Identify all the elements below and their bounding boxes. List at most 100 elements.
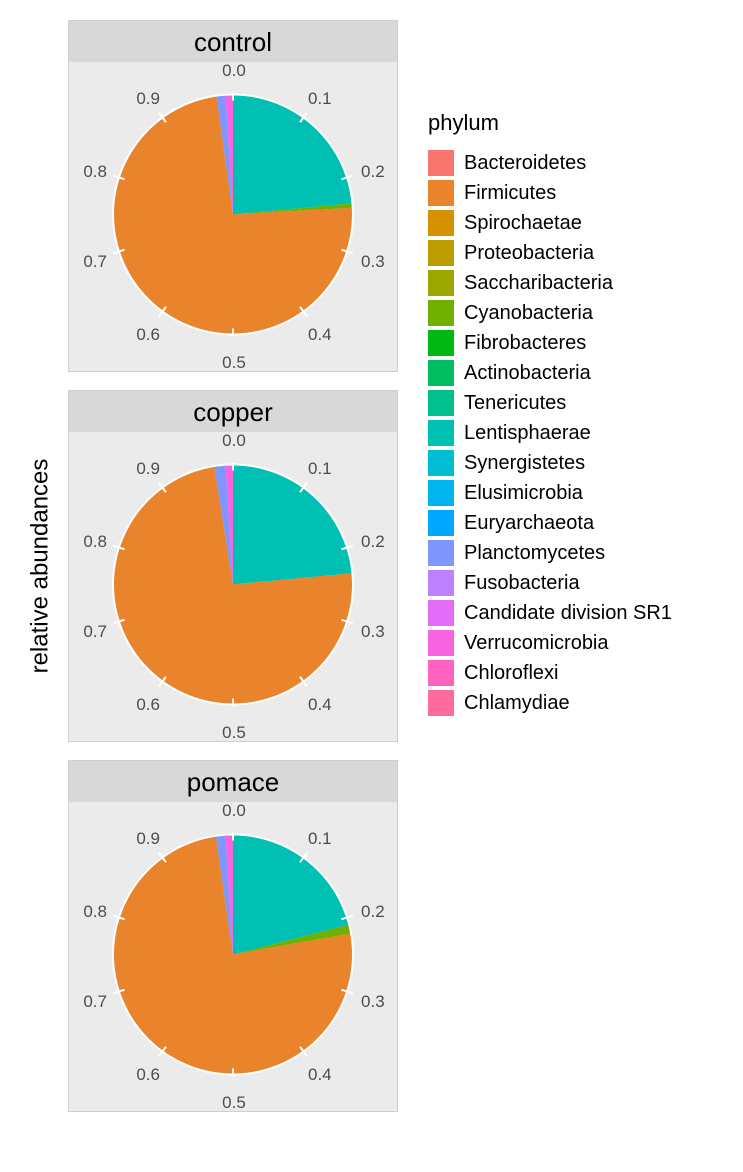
legend-label: Chlamydiae [464, 692, 570, 715]
tick-label: 0.2 [361, 532, 385, 552]
panel: pomace0.00.10.20.30.40.50.60.70.80.9 [68, 760, 398, 1112]
legend-label: Euryarchaeota [464, 512, 594, 535]
legend-label: Fusobacteria [464, 572, 580, 595]
legend-item: Bacteroidetes [428, 150, 672, 176]
legend-item: Cyanobacteria [428, 300, 672, 326]
tick-label: 0.6 [136, 1065, 160, 1085]
legend-swatch [428, 450, 454, 476]
tick-label: 0.5 [222, 1093, 246, 1113]
panel-title: pomace [68, 760, 398, 802]
legend: phylum Bacteroidetes Firmicutes Spirochaet… [428, 110, 672, 1112]
tick-label: 0.7 [83, 252, 107, 272]
legend-swatch [428, 510, 454, 536]
legend-item: Planctomycetes [428, 540, 672, 566]
legend-swatch [428, 270, 454, 296]
tick-label: 0.0 [222, 801, 246, 821]
legend-label: Saccharibacteria [464, 272, 613, 295]
pie-slice [233, 94, 352, 214]
legend-swatch [428, 600, 454, 626]
tick-label: 0.6 [136, 695, 160, 715]
tick-label: 0.3 [361, 252, 385, 272]
legend-swatch [428, 630, 454, 656]
panel-title: copper [68, 390, 398, 432]
legend-label: Tenericutes [464, 392, 566, 415]
legend-item: Synergistetes [428, 450, 672, 476]
pie-wrap [111, 832, 355, 1081]
legend-label: Lentisphaerae [464, 422, 591, 445]
tick-label: 0.6 [136, 325, 160, 345]
legend-item: Fusobacteria [428, 570, 672, 596]
pie-slice [233, 464, 352, 584]
legend-item: Proteobacteria [428, 240, 672, 266]
tick-label: 0.7 [83, 622, 107, 642]
legend-label: Chloroflexi [464, 662, 558, 685]
legend-swatch [428, 390, 454, 416]
legend-item: Spirochaetae [428, 210, 672, 236]
tick-label: 0.9 [136, 829, 160, 849]
tick-label: 0.2 [361, 902, 385, 922]
legend-label: Spirochaetae [464, 212, 582, 235]
legend-item: Firmicutes [428, 180, 672, 206]
pie-svg [111, 832, 355, 1076]
tick-label: 0.8 [83, 902, 107, 922]
tick-label: 0.1 [308, 89, 332, 109]
legend-item: Euryarchaeota [428, 510, 672, 536]
tick-label: 0.8 [83, 162, 107, 182]
legend-item: Saccharibacteria [428, 270, 672, 296]
legend-item: Chloroflexi [428, 660, 672, 686]
tick-label: 0.3 [361, 622, 385, 642]
panel-title: control [68, 20, 398, 62]
legend-swatch [428, 690, 454, 716]
legend-swatch [428, 420, 454, 446]
legend-item: Tenericutes [428, 390, 672, 416]
legend-label: Candidate division SR1 [464, 602, 672, 625]
panel-body: 0.0 0.1 0.2 0.3 0.4 0.5 0.6 0.7 0.8 0.9 [68, 62, 398, 372]
legend-swatch [428, 570, 454, 596]
legend-label: Proteobacteria [464, 242, 594, 265]
legend-label: Firmicutes [464, 182, 556, 205]
legend-swatch [428, 480, 454, 506]
panel-body: 0.0 0.1 0.2 0.3 0.4 0.5 0.6 0.7 0.8 0.9 [68, 432, 398, 742]
tick-label: 0.9 [136, 459, 160, 479]
pie-svg [111, 462, 355, 706]
legend-title: phylum [428, 110, 672, 136]
legend-item: Lentisphaerae [428, 420, 672, 446]
tick-label: 0.0 [222, 431, 246, 451]
tick-label: 0.3 [361, 992, 385, 1012]
tick-label: 0.8 [83, 532, 107, 552]
tick-label: 0.7 [83, 992, 107, 1012]
pie-wrap [111, 92, 355, 341]
tick-label: 0.1 [308, 829, 332, 849]
figure: relative abundances control0.00.10.20.30… [20, 20, 723, 1112]
legend-label: Fibrobacteres [464, 332, 586, 355]
panel: copper0.0 0.1 0.2 0.3 0.4 0.5 0.6 0.7 0.8 0.9 [68, 390, 398, 742]
legend-swatch [428, 660, 454, 686]
panels-column: control0.00.10.20.30.40.50.60.70.80.9cop… [68, 20, 398, 1112]
legend-label: Verrucomicrobia [464, 632, 609, 655]
legend-swatch [428, 210, 454, 236]
tick-label: 0.1 [308, 459, 332, 479]
legend-label: Bacteroidetes [464, 152, 586, 175]
y-axis-label: relative abundances [26, 459, 54, 674]
tick-label: 0.9 [136, 89, 160, 109]
legend-swatch [428, 180, 454, 206]
tick-label: 0.5 [222, 723, 246, 743]
tick-label: 0.5 [222, 353, 246, 373]
legend-swatch [428, 330, 454, 356]
legend-item: Elusimicrobia [428, 480, 672, 506]
legend-swatch [428, 300, 454, 326]
legend-label: Actinobacteria [464, 362, 591, 385]
legend-item: Verrucomicrobia [428, 630, 672, 656]
tick-label: 0.0 [222, 61, 246, 81]
tick-label: 0.2 [361, 162, 385, 182]
legend-label: Cyanobacteria [464, 302, 593, 325]
panel: control0.0 0.1 0.2 0.3 0.4 0.5 0.6 0.7 0.8 0.9 [68, 20, 398, 372]
tick-label: 0.4 [308, 325, 332, 345]
pie-wrap [111, 462, 355, 711]
tick-label: 0.4 [308, 695, 332, 715]
pie-svg [111, 92, 355, 336]
legend-label: Elusimicrobia [464, 482, 583, 505]
legend-item: Candidate division SR1 [428, 600, 672, 626]
panel-body: 0.00.10.20.30.40.50.60.70.80.9 [68, 802, 398, 1112]
legend-swatch [428, 240, 454, 266]
